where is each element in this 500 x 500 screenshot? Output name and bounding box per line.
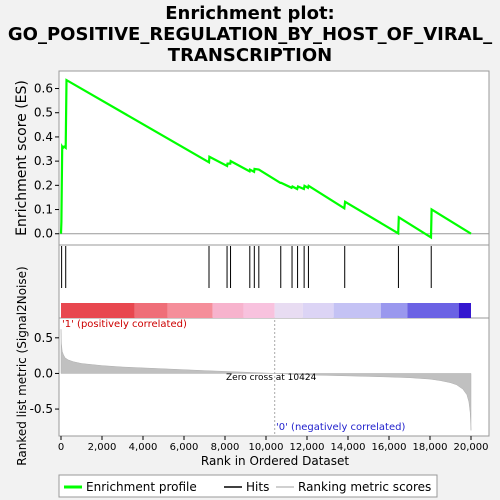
heatmap-segment <box>167 303 213 318</box>
xtick-label: 8,000 <box>211 442 240 453</box>
xtick-label: 6,000 <box>170 442 199 453</box>
metric-axis-label: Ranked list metric (Signal2Noise) <box>15 266 29 465</box>
xtick-label: 10,000 <box>249 442 284 453</box>
ranking-metric-area <box>60 329 472 431</box>
es-ytick-label: 0.2 <box>34 178 53 192</box>
es-ytick-label: 0.1 <box>34 203 53 217</box>
es-layer <box>59 78 489 240</box>
pos-correlated-label: '1' (positively correlated) <box>62 319 187 330</box>
xtick-label: 20,000 <box>454 442 489 453</box>
legend-metric-label: Ranking metric scores <box>298 480 431 494</box>
axes: 0.0 0.1 0.2 0.3 0.4 0.5 0.6 0.5 0.0 -0.5 0 2,000 4,0… <box>30 82 489 453</box>
heatmap-bar <box>61 303 471 318</box>
heatmap-segment <box>274 303 303 318</box>
x-axis-label: Rank in Ordered Dataset <box>201 454 349 468</box>
xtick-label: 14,000 <box>331 442 366 453</box>
title-line-1: Enrichment plot: <box>165 3 335 24</box>
heatmap-segment <box>134 303 168 318</box>
chart-title: Enrichment plot: GO_POSITIVE_REGULATION_… <box>8 3 492 66</box>
legend-enrichment-label: Enrichment profile <box>86 480 197 494</box>
title-line-2: GO_POSITIVE_REGULATION_BY_HOST_OF_VIRAL_ <box>8 24 492 45</box>
es-ytick-label: 0.4 <box>34 130 53 144</box>
neg-correlated-label: '0' (negatively correlated) <box>276 422 405 433</box>
legend: Enrichment profile Hits Ranking metric s… <box>58 474 438 498</box>
es-ytick-label: 0.0 <box>34 227 53 241</box>
legend-hits-label: Hits <box>246 480 269 494</box>
es-panel-frame <box>58 70 490 246</box>
legend-frame <box>58 474 438 498</box>
heatmap-segment <box>333 303 381 318</box>
metric-layer <box>60 320 472 434</box>
metric-ytick-label: -0.5 <box>30 402 53 416</box>
heatmap-segment <box>243 303 275 318</box>
heatmap-segment <box>212 303 244 318</box>
heatmap-segment <box>302 303 334 318</box>
heatmap-segment <box>380 303 408 318</box>
es-ytick-label: 0.6 <box>34 82 53 96</box>
es-axis-label: Enrichment score (ES) <box>14 80 30 236</box>
xtick-label: 12,000 <box>290 442 325 453</box>
xtick-label: 18,000 <box>413 442 448 453</box>
heatmap-segment <box>61 303 135 318</box>
title-line-3: TRANSCRIPTION <box>168 45 332 66</box>
enrichment-profile-line <box>59 78 472 240</box>
heatmap-segment <box>407 303 459 318</box>
xtick-label: 4,000 <box>129 442 158 453</box>
es-ytick-label: 0.5 <box>34 106 53 120</box>
xtick-label: 16,000 <box>372 442 407 453</box>
xtick-label: 2,000 <box>88 442 117 453</box>
heatmap-segment <box>458 303 471 318</box>
xtick-label: 0 <box>58 442 64 453</box>
es-ytick-label: 0.3 <box>34 154 53 168</box>
metric-ytick-label: 0.5 <box>34 331 53 345</box>
zero-cross-label: Zero cross at 10424 <box>226 373 317 383</box>
metric-ytick-label: 0.0 <box>34 366 53 380</box>
hits-layer <box>61 246 432 288</box>
